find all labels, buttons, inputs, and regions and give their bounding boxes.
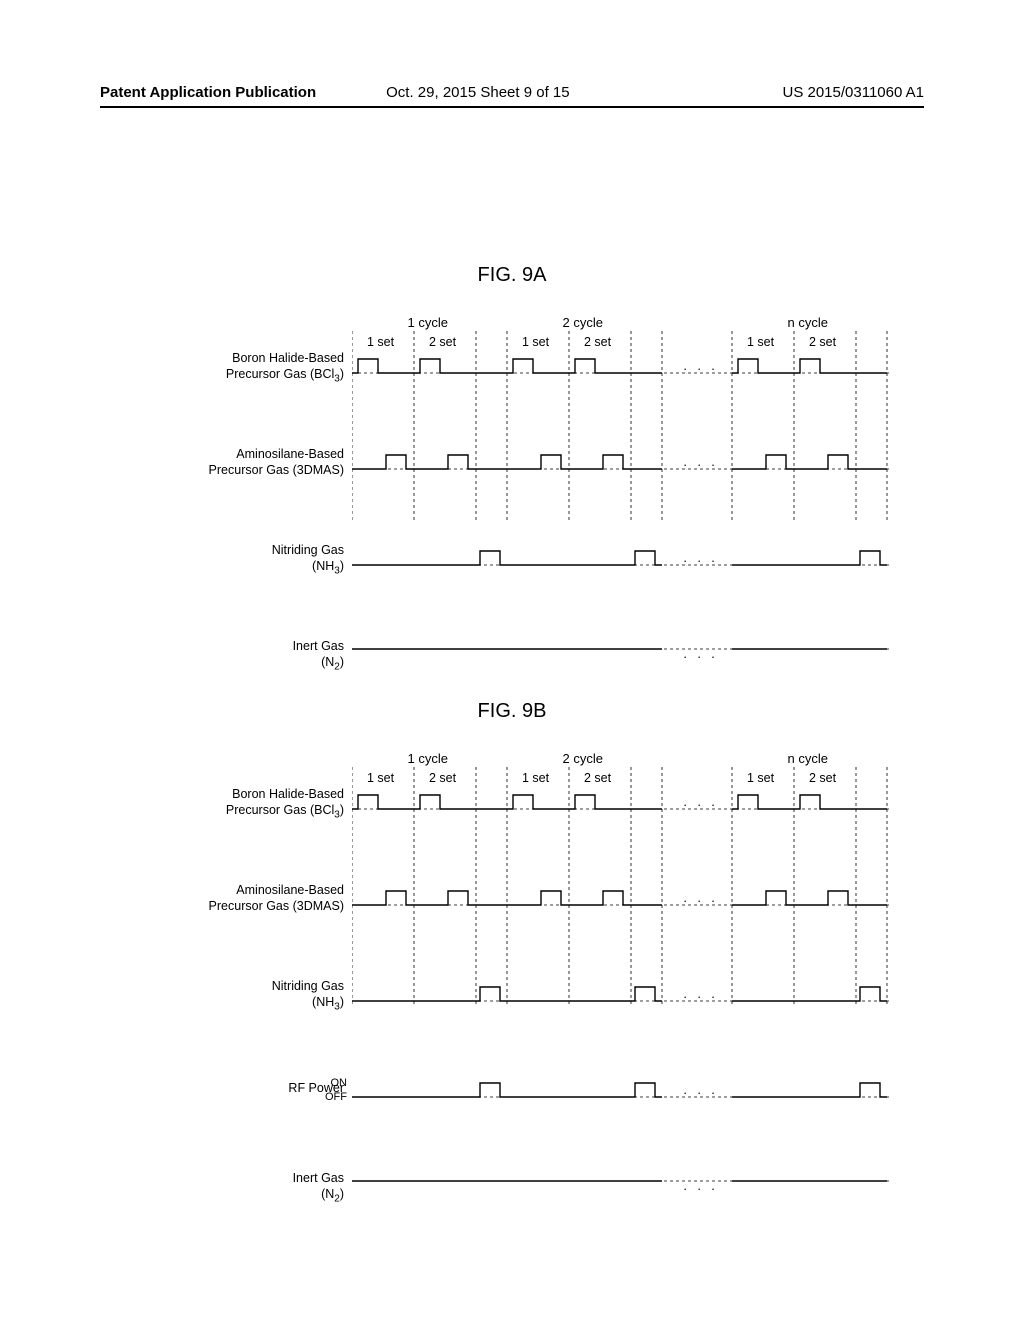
cycle-label: 2 cycle (563, 751, 603, 766)
timing-row: Boron Halide-BasedPrecursor Gas (BCl3) ·… (132, 351, 892, 399)
row-label: Aminosilane-BasedPrecursor Gas (3DMAS) (134, 883, 344, 914)
timing-row: Nitriding Gas(NH3) · · · (132, 543, 892, 591)
rows: Boron Halide-BasedPrecursor Gas (BCl3) ·… (132, 787, 892, 1027)
timing-diagram: 1 cycle2 cyclen cycle1 set2 set1 set2 se… (132, 315, 892, 605)
cycle-label: 2 cycle (563, 315, 603, 330)
waveform (352, 351, 892, 381)
ellipsis-icon: · · · (683, 457, 718, 472)
ellipsis-icon: · · · (683, 649, 718, 664)
figure-title: FIG. 9A (0, 264, 1024, 287)
header-mid: Oct. 29, 2015 Sheet 9 of 15 (386, 84, 569, 101)
rf-on-label: ON (307, 1077, 347, 1089)
ellipsis-icon: · · · (683, 553, 718, 568)
waveform (352, 639, 892, 669)
page-header: Patent Application Publication Oct. 29, … (0, 84, 1024, 101)
timing-row: Aminosilane-BasedPrecursor Gas (3DMAS) ·… (132, 883, 892, 931)
cycle-label: n cycle (788, 315, 828, 330)
header-rule (100, 106, 924, 108)
waveform (352, 979, 892, 1009)
ellipsis-icon: · · · (683, 1085, 718, 1100)
figure-title: FIG. 9B (0, 700, 1024, 723)
waveform (352, 543, 892, 573)
cycle-label: 1 cycle (408, 315, 448, 330)
row-label: Nitriding Gas(NH3) (134, 979, 344, 1014)
header-right: US 2015/0311060 A1 (782, 84, 924, 101)
waveform (352, 1075, 892, 1105)
waveform (352, 1171, 892, 1201)
ellipsis-icon: · · · (683, 797, 718, 812)
timing-diagram: 1 cycle2 cyclen cycle1 set2 set1 set2 se… (132, 751, 892, 1091)
row-label: Boron Halide-BasedPrecursor Gas (BCl3) (134, 787, 344, 822)
timing-row: Inert Gas(N2) · · · (132, 1171, 892, 1219)
rows: Boron Halide-BasedPrecursor Gas (BCl3) ·… (132, 351, 892, 543)
ellipsis-icon: · · · (683, 361, 718, 376)
row-label: Inert Gas(N2) (134, 639, 344, 674)
row-label: Boron Halide-BasedPrecursor Gas (BCl3) (134, 351, 344, 386)
timing-row: Aminosilane-BasedPrecursor Gas (3DMAS) ·… (132, 447, 892, 495)
ellipsis-icon: · · · (683, 893, 718, 908)
waveform (352, 883, 892, 913)
waveform (352, 787, 892, 817)
cycle-label: 1 cycle (408, 751, 448, 766)
header-left: Patent Application Publication (100, 84, 316, 101)
waveform (352, 447, 892, 477)
ellipsis-icon: · · · (683, 989, 718, 1004)
timing-row: Inert Gas(N2) · · · (132, 639, 892, 687)
timing-row: RF PowerONOFF · · · (132, 1075, 892, 1123)
figure-9a: FIG. 9A1 cycle2 cyclen cycle1 set2 set1 … (0, 264, 1024, 605)
cycle-label: n cycle (788, 751, 828, 766)
rf-off-label: OFF (307, 1091, 347, 1103)
row-label: Nitriding Gas(NH3) (134, 543, 344, 578)
row-label: Aminosilane-BasedPrecursor Gas (3DMAS) (134, 447, 344, 478)
row-label: Inert Gas(N2) (134, 1171, 344, 1206)
figure-9b: FIG. 9B1 cycle2 cyclen cycle1 set2 set1 … (0, 700, 1024, 1091)
timing-row: Nitriding Gas(NH3) · · · (132, 979, 892, 1027)
timing-row: Boron Halide-BasedPrecursor Gas (BCl3) ·… (132, 787, 892, 835)
ellipsis-icon: · · · (683, 1181, 718, 1196)
